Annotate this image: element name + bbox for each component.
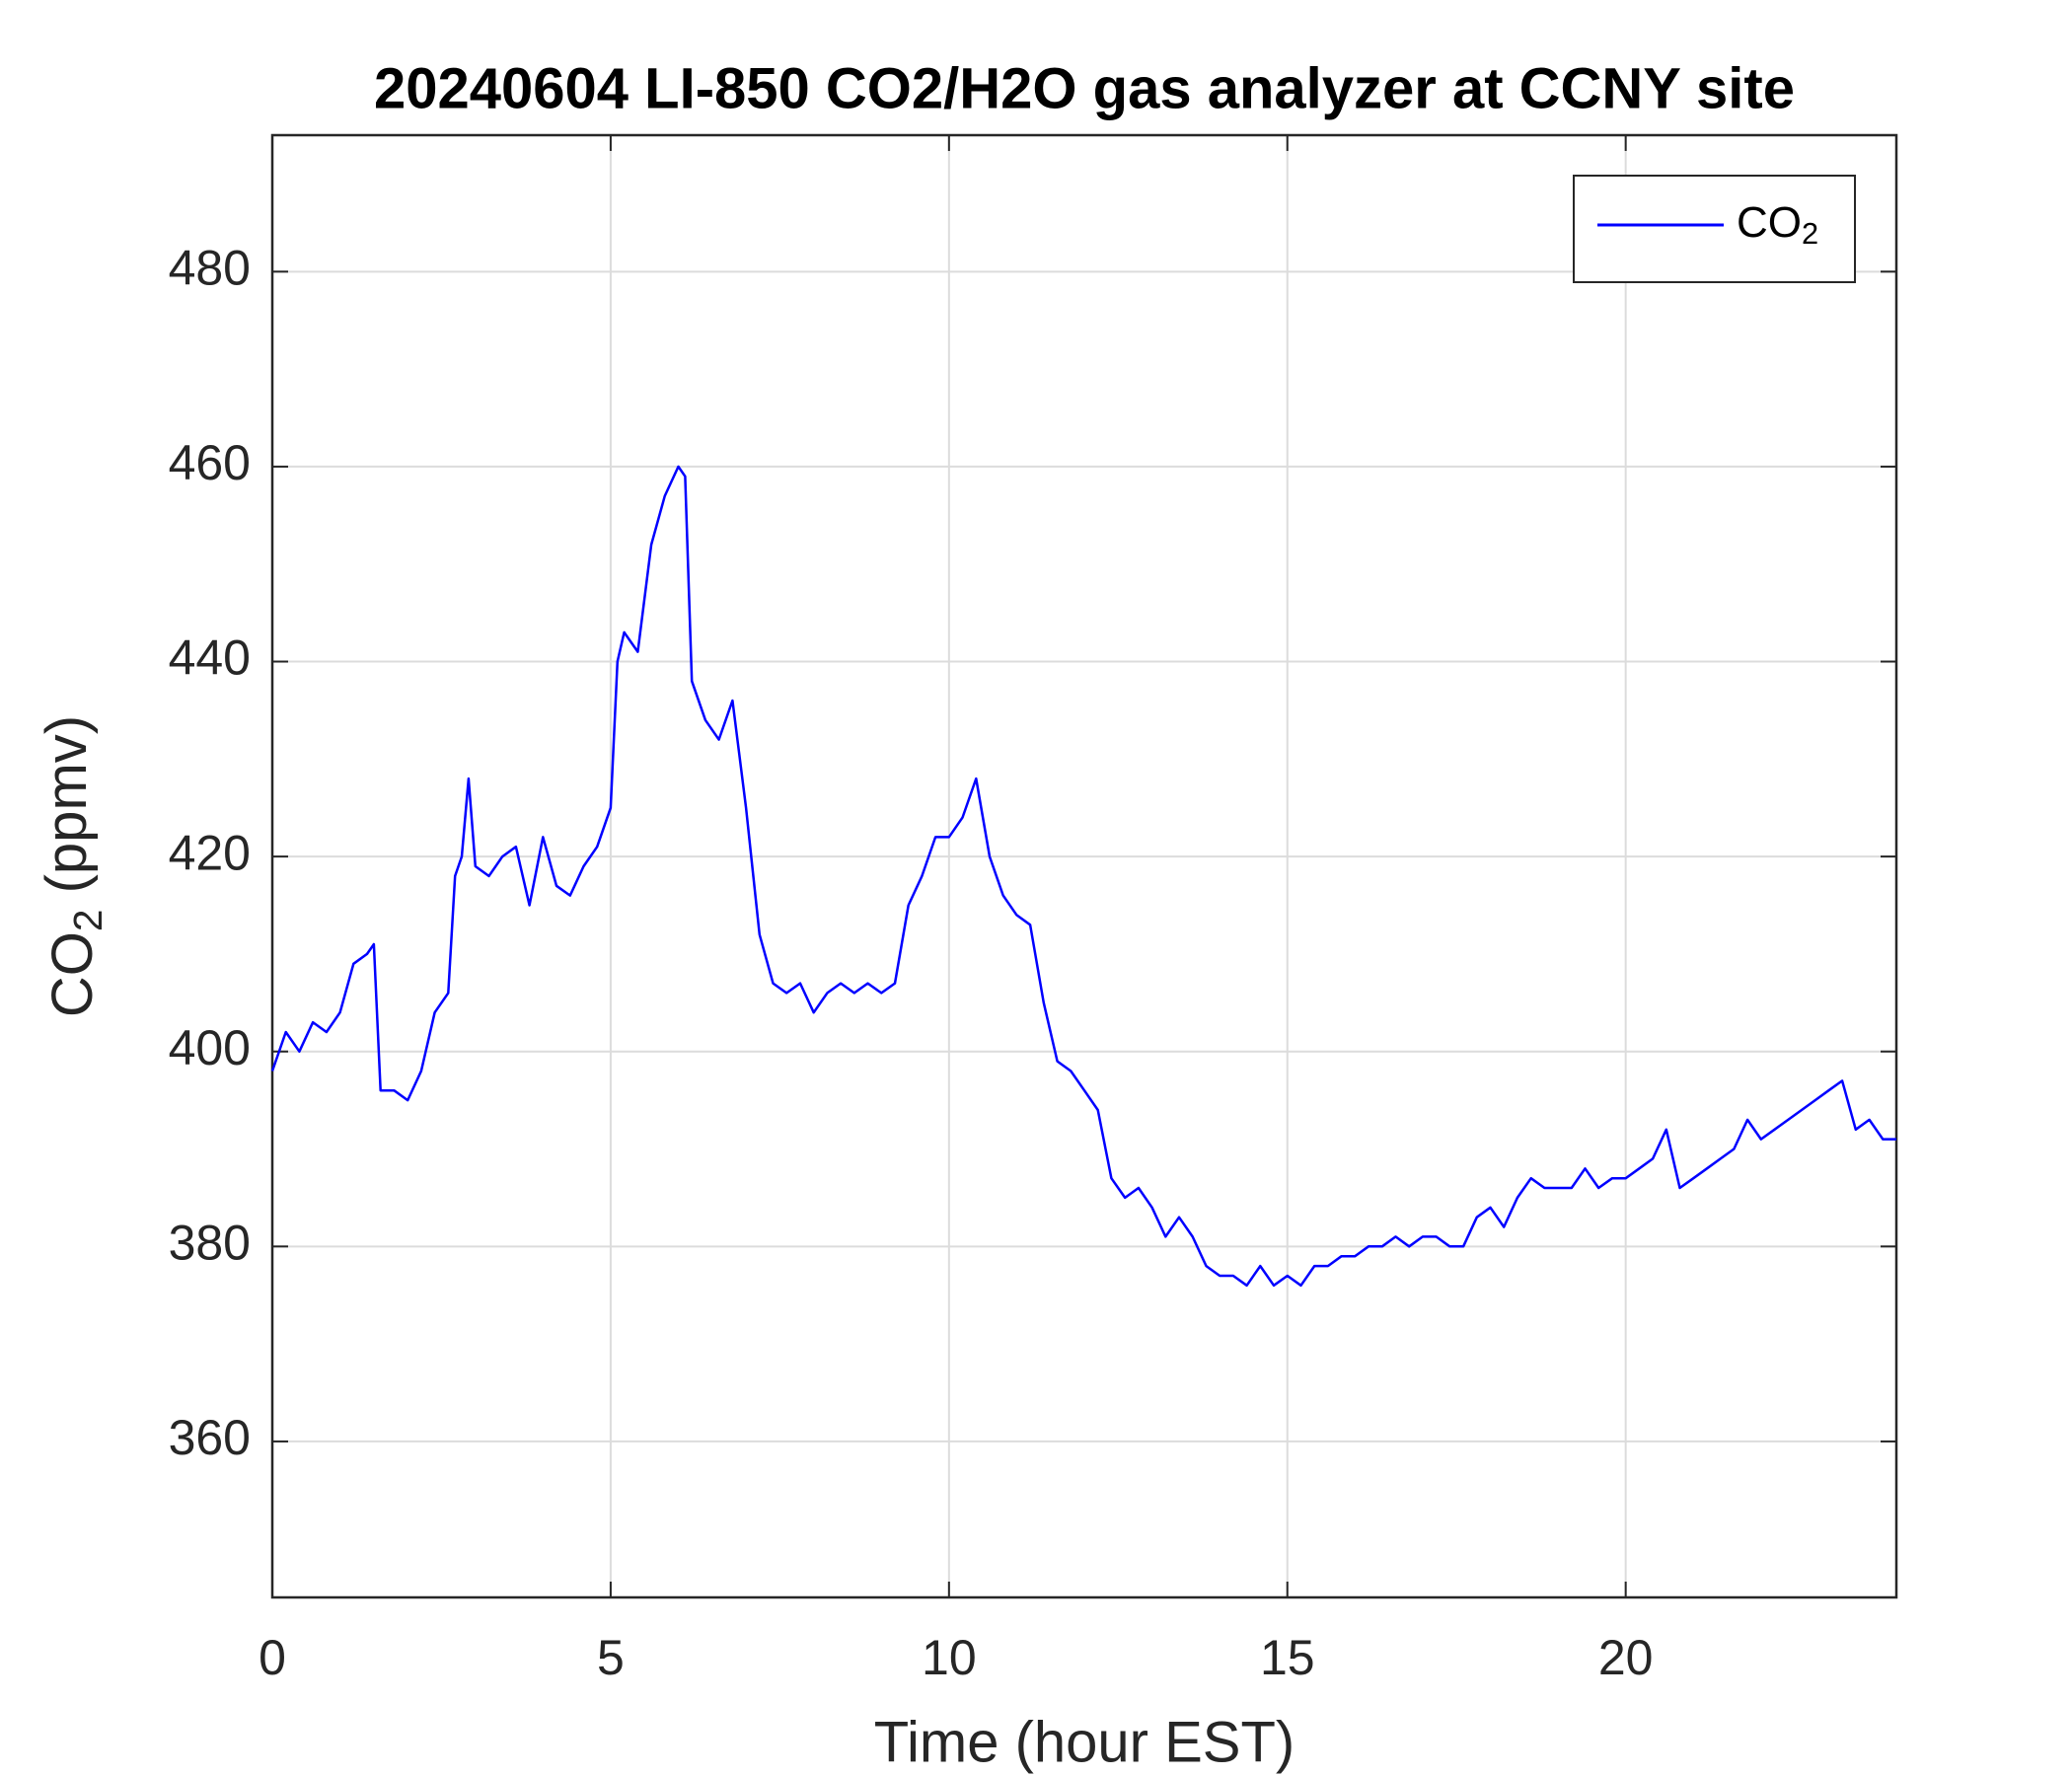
y-tick-label: 400	[169, 1020, 251, 1075]
chart-title: 20240604 LI-850 CO2/H2O gas analyzer at …	[374, 56, 1795, 120]
y-axis-label: CO2 (ppmv)	[35, 715, 111, 1017]
y-tick-label: 360	[169, 1410, 251, 1465]
y-tick-label: 420	[169, 825, 251, 880]
data-line	[270, 465, 1896, 1288]
y-tick-label: 440	[169, 630, 251, 686]
x-tick-label: 20	[1598, 1630, 1654, 1685]
x-tick-label: 15	[1260, 1630, 1315, 1685]
x-tick-label: 5	[597, 1630, 625, 1685]
legend-box	[1573, 175, 1856, 283]
y-tick-label: 460	[169, 435, 251, 490]
x-tick-label: 10	[922, 1630, 977, 1685]
y-tick-label: 480	[169, 241, 251, 296]
plot-frame	[270, 133, 1898, 1599]
y-tick-label: 380	[169, 1216, 251, 1271]
x-tick-label: 0	[259, 1630, 286, 1685]
legend-label: CO2	[1737, 198, 1818, 251]
x-axis-label: Time (hour EST)	[874, 1710, 1295, 1774]
